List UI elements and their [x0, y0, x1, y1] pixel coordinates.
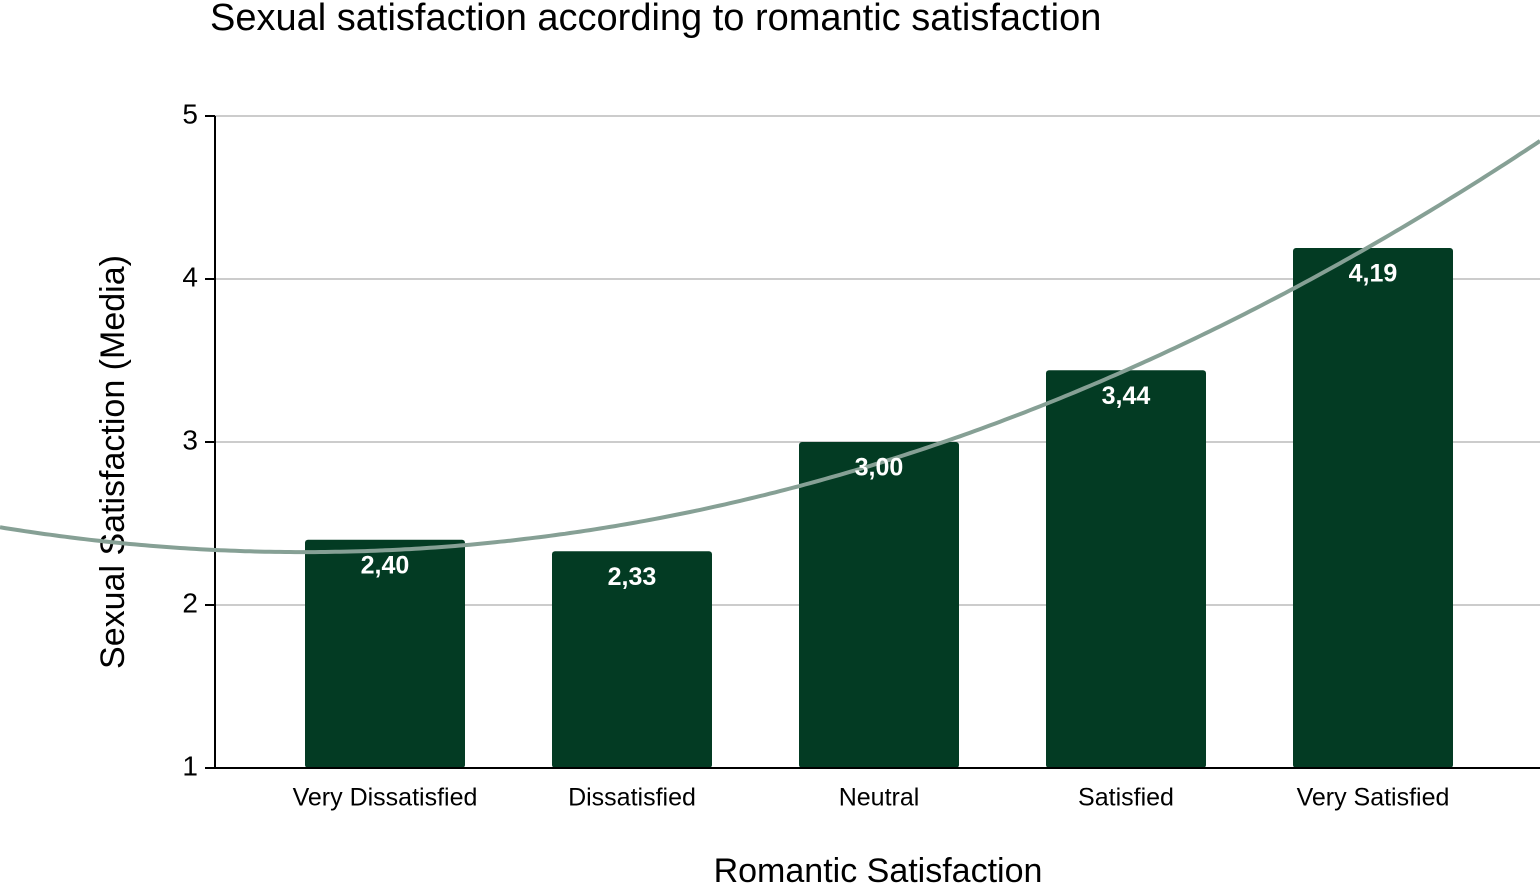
y-tick-label: 5 [182, 98, 198, 129]
trendline [0, 139, 1540, 555]
x-tick-label: Very Satisfied [1297, 784, 1450, 812]
y-tick-label: 1 [182, 750, 198, 781]
y-tick-label: 2 [182, 587, 198, 618]
y-tick-label: 3 [182, 424, 198, 455]
x-tick-label: Very Dissatisfied [293, 784, 478, 812]
x-tick-label: Satisfied [1078, 784, 1174, 812]
x-tick-label: Dissatisfied [568, 784, 696, 812]
bar [1046, 370, 1206, 768]
chart-title: Sexual satisfaction according to romanti… [210, 0, 1101, 39]
value-label: 2,33 [608, 563, 657, 591]
bar [799, 442, 959, 768]
y-tick-label: 4 [182, 261, 198, 292]
value-label: 2,40 [361, 551, 410, 579]
value-label: 4,19 [1349, 260, 1398, 288]
x-tick-label: Neutral [839, 784, 920, 812]
y-axis-title: Sexual Satisfaction (Media) [94, 255, 132, 669]
bar [552, 551, 712, 768]
bar [1293, 248, 1453, 768]
bar [305, 539, 465, 768]
x-axis-title: Romantic Satisfaction [714, 852, 1043, 888]
value-label: 3,44 [1102, 382, 1151, 410]
value-label: 3,00 [855, 454, 904, 482]
